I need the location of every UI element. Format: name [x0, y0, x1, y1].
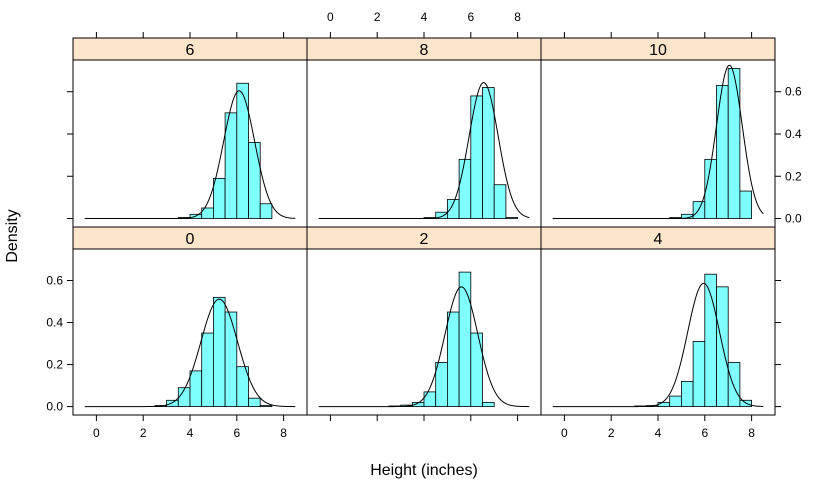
histogram-bar [470, 95, 483, 219]
x-axis-label: Height (inches) [370, 462, 478, 479]
histogram-bar [458, 158, 472, 219]
histogram-bar [201, 332, 214, 407]
x-tick-label-bottom: 2 [608, 426, 615, 440]
histogram-bar [669, 395, 682, 407]
histogram-bar [423, 391, 437, 407]
histogram-bar [236, 366, 249, 407]
panels-layer: 6 8 10 0 2 4 0.0 0.0 0.2 0.2 0.4 0.4 0.6 0.6 0 0 0 2 2 2 4 4 4… [46, 10, 802, 440]
y-tick-label-right: 0.4 [785, 127, 802, 141]
histogram-bar [692, 341, 706, 407]
panel-4: 4 [540, 226, 776, 416]
histogram-bar [259, 203, 273, 219]
panel-frame [72, 59, 308, 228]
histogram-bar [224, 311, 238, 407]
x-tick-label-bottom: 4 [187, 426, 194, 440]
histogram-bar [482, 87, 495, 219]
density-curve [552, 282, 764, 408]
x-tick-label-top: 6 [467, 10, 474, 24]
density-curve [318, 82, 530, 220]
histogram-bar [493, 184, 507, 219]
x-tick-label-top: 2 [374, 10, 381, 24]
histogram-bar [166, 399, 179, 407]
histogram-bar [212, 296, 226, 407]
histogram-bar [189, 370, 203, 407]
strip-label-0: 0 [186, 231, 195, 248]
x-tick-label-top: 8 [514, 10, 521, 24]
panel-frame [306, 248, 542, 416]
histogram-bar [716, 84, 729, 219]
y-tick-label-right: 0.2 [785, 169, 802, 183]
histogram-bar [458, 271, 472, 407]
histogram-bar [435, 362, 448, 407]
x-tick-label-bottom: 4 [655, 426, 662, 440]
y-tick-label-left: 0.4 [46, 316, 63, 330]
x-tick-label-bottom: 6 [233, 426, 240, 440]
x-tick-label-bottom: 8 [280, 426, 287, 440]
x-tick-label-top: 4 [421, 10, 428, 24]
histogram-bar [248, 397, 261, 407]
histogram-bar [505, 217, 518, 219]
y-tick-label-right: 0.0 [785, 212, 802, 226]
histogram-bar [446, 311, 460, 407]
histogram-bar [259, 405, 273, 407]
panel-10: 10 [540, 37, 776, 228]
strip-label-4: 4 [654, 231, 663, 248]
x-tick-label-bottom: 0 [561, 426, 568, 440]
histogram-bar [482, 401, 495, 407]
x-tick-label-bottom: 0 [93, 426, 100, 440]
panel-0: 0 [72, 226, 308, 416]
histogram-bar [236, 82, 249, 219]
density-curve [318, 286, 530, 408]
histogram-bar [470, 332, 483, 407]
histogram-bar [248, 142, 261, 219]
histogram-bar [739, 190, 753, 219]
histogram-bar [657, 401, 671, 407]
x-tick-label-bottom: 8 [748, 426, 755, 440]
y-tick-label-right: 0.6 [785, 85, 802, 99]
density-curve [552, 64, 764, 220]
strip-label-8: 8 [420, 42, 429, 59]
strip-label-6: 6 [186, 42, 195, 59]
x-tick-label-bottom: 6 [701, 426, 708, 440]
density-curve [84, 298, 296, 408]
density-curve [84, 90, 296, 220]
histogram-bar [727, 362, 741, 407]
histogram-bar [224, 112, 238, 219]
strip-label-10: 10 [649, 42, 667, 59]
x-tick-label-top: 0 [327, 10, 334, 24]
y-tick-label-left: 0.6 [46, 274, 63, 288]
x-tick-label-bottom: 2 [140, 426, 147, 440]
strip-label-2: 2 [420, 231, 429, 248]
y-axis-label: Density [4, 209, 21, 262]
panel-8: 8 [306, 37, 542, 228]
panel-2: 2 [306, 226, 542, 416]
y-tick-label-left: 0.0 [46, 400, 63, 414]
histogram-bar [727, 68, 741, 219]
y-tick-label-left: 0.2 [46, 358, 63, 372]
histogram-bar [681, 380, 694, 407]
panel-6: 6 [72, 37, 308, 228]
histogram-bar [212, 177, 226, 219]
